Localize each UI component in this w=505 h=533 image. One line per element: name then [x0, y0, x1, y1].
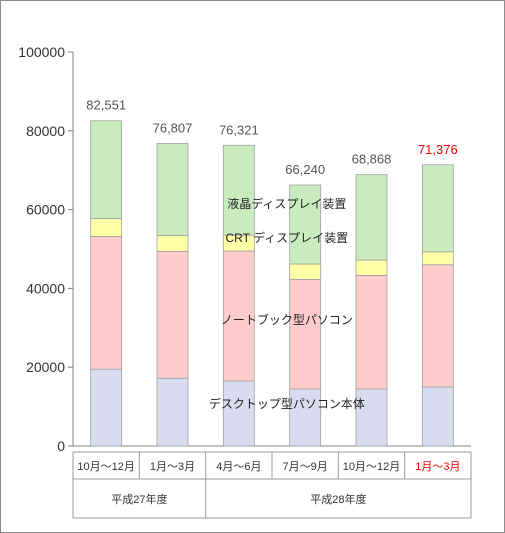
group-label: 平成27年度: [111, 492, 167, 506]
bar-segment: [421, 251, 454, 266]
bar-segment: [156, 235, 189, 252]
bar-segment: [90, 120, 123, 220]
total-data-label: 76,321: [219, 122, 259, 137]
bar-segment: [421, 386, 454, 447]
bar-segment: [355, 174, 388, 261]
y-tick-label: 100000: [18, 44, 65, 60]
x-tick-label: 10月～12月: [77, 461, 134, 473]
x-tick-label: 4月～6月: [216, 461, 261, 473]
bar-segment: [421, 164, 454, 253]
bar-segment: [156, 250, 189, 379]
x-tick-label: 1月～3月: [150, 461, 195, 473]
bar-segment: [222, 144, 255, 236]
x-tick-label: 10月～12月: [343, 461, 400, 473]
y-tick-label: 60000: [26, 202, 65, 218]
bar-segment: [156, 142, 189, 237]
y-tick-label: 20000: [26, 359, 65, 375]
bar-segment: [289, 184, 322, 265]
bar-segment: [355, 274, 388, 390]
x-tick-label: 7月～9月: [283, 461, 328, 473]
bar-segment: [156, 377, 189, 447]
bar-segment: [90, 235, 123, 370]
y-tick-label: 80000: [26, 123, 65, 139]
bar-segment: [289, 388, 322, 447]
y-tick-label: 40000: [26, 280, 65, 296]
bar-segment: [421, 264, 454, 388]
total-data-label: 68,868: [352, 152, 392, 167]
total-data-label: 76,807: [153, 120, 193, 135]
bar-segment: [355, 388, 388, 447]
bar-segment: [289, 278, 322, 390]
series-label: ノートブック型パソコン: [221, 312, 353, 327]
bar-segment: [355, 259, 388, 276]
series-label: CRT ディスプレイ装置: [225, 230, 348, 245]
bar-segment: [90, 218, 123, 237]
total-data-label: 66,240: [285, 162, 325, 177]
bar-segment: [222, 250, 255, 382]
series-label: 液晶ディスプレイ装置: [227, 196, 346, 211]
series-label: デスクトップ型パソコン本体: [209, 396, 365, 411]
group-label: 平成28年度: [310, 492, 366, 506]
x-tick-label: 1月～3月: [415, 461, 460, 473]
bar-segment: [90, 368, 123, 447]
total-data-label: 82,551: [86, 98, 126, 113]
total-data-label: 71,376: [418, 142, 458, 157]
y-tick-label: 0: [57, 438, 65, 454]
bar-segment: [222, 380, 255, 447]
bar-segment: [289, 263, 322, 280]
